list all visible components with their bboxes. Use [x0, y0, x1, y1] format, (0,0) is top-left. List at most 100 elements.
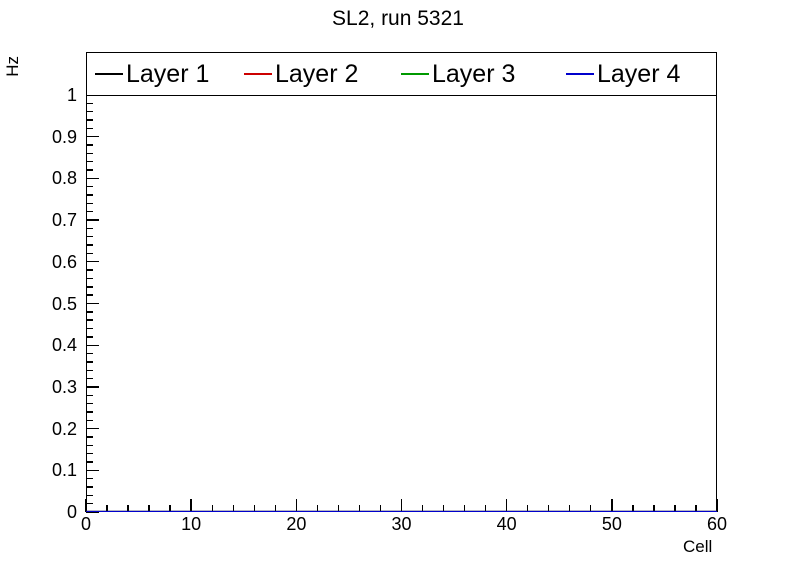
y-axis-tick-label: 0.9	[51, 126, 77, 147]
legend-entry-label: Layer 2	[275, 59, 359, 88]
legend-line-icon	[244, 72, 272, 76]
x-axis-minor-tick	[337, 505, 340, 512]
y-axis-tick-label: 0.6	[51, 251, 77, 272]
x-axis-title: Cell	[683, 537, 713, 556]
x-axis-major-tick	[190, 499, 192, 512]
legend-entry[interactable]: Layer 2	[244, 53, 358, 95]
y-axis-minor-tick	[86, 211, 93, 213]
y-axis-tick-label: 1	[66, 85, 77, 105]
y-axis-major-tick	[86, 177, 99, 180]
y-axis-tick-label: 0.3	[51, 376, 77, 397]
y-axis-tick-label: 0	[66, 502, 77, 522]
y-axis-major-tick	[86, 261, 99, 263]
x-axis-minor-tick	[548, 505, 550, 512]
y-axis-minor-tick	[86, 277, 93, 280]
x-axis-tick-label: 40	[496, 514, 517, 534]
legend-entry-label: Layer 4	[597, 59, 681, 88]
y-axis-minor-tick	[86, 102, 93, 105]
y-axis-minor-tick	[86, 152, 93, 155]
x-axis-major-tick	[505, 499, 508, 512]
x-axis-minor-tick	[127, 505, 129, 512]
y-axis-minor-tick	[86, 502, 93, 505]
x-axis-major-tick	[85, 499, 87, 512]
x-axis-major-tick	[716, 499, 718, 512]
y-axis-minor-tick	[86, 486, 93, 488]
y-axis-minor-tick	[86, 194, 93, 196]
plot-frame	[86, 95, 717, 512]
y-axis-minor-tick	[86, 494, 93, 496]
legend-entry-label: Layer 3	[432, 59, 516, 88]
y-axis-minor-tick	[86, 236, 93, 238]
y-axis-minor-tick	[86, 352, 93, 355]
legend-entry[interactable]: Layer 4	[566, 53, 680, 95]
y-axis-minor-tick	[86, 227, 93, 230]
x-axis-minor-tick	[211, 505, 213, 512]
y-axis-tick-label: 0.4	[51, 335, 77, 356]
y-axis-minor-tick	[86, 269, 93, 271]
legend-entry[interactable]: Layer 3	[401, 53, 515, 95]
x-axis-tick-label: 0	[80, 514, 91, 534]
y-axis-minor-tick	[86, 110, 93, 113]
legend-entry[interactable]: Layer 1	[95, 53, 209, 95]
y-axis-minor-tick	[86, 377, 93, 380]
data-series-area	[86, 95, 717, 512]
y-axis-minor-tick	[86, 461, 93, 463]
legend-line-icon	[401, 72, 429, 76]
y-axis-minor-tick	[86, 186, 93, 188]
x-axis-minor-tick	[274, 505, 276, 512]
y-axis-minor-tick	[86, 477, 93, 480]
x-axis-minor-tick	[442, 505, 445, 512]
x-axis-minor-tick	[632, 505, 634, 512]
y-axis-major-tick	[86, 136, 99, 138]
y-axis-minor-tick	[86, 402, 93, 405]
x-axis-minor-tick	[590, 505, 592, 512]
y-axis-minor-tick	[86, 327, 93, 330]
y-axis-minor-tick	[86, 336, 93, 338]
y-axis-minor-tick	[86, 419, 93, 421]
y-axis-minor-tick	[86, 286, 93, 288]
x-axis-minor-tick	[232, 505, 234, 512]
y-axis-minor-tick	[86, 161, 93, 163]
x-axis-minor-tick	[358, 505, 361, 512]
x-axis-minor-tick	[463, 505, 466, 512]
y-axis-minor-tick	[86, 169, 93, 171]
y-axis-minor-tick	[86, 294, 93, 296]
x-axis-tick-label: 50	[601, 514, 622, 534]
x-axis-major-tick	[611, 499, 613, 512]
x-axis-major-tick	[295, 499, 298, 512]
y-axis-major-tick	[86, 427, 99, 430]
x-axis-minor-tick	[169, 505, 171, 512]
y-axis-minor-tick	[86, 244, 93, 246]
x-axis-tick-label: 10	[181, 514, 202, 534]
legend-entry-label: Layer 1	[126, 59, 210, 88]
legend-box: Layer 1 Layer 2 Layer 3 Layer 4	[86, 52, 717, 96]
y-axis-minor-tick	[86, 411, 93, 413]
legend-line-icon	[566, 72, 594, 76]
y-axis-tick-label: 0.8	[51, 168, 77, 189]
y-axis-tick-label: 0.1	[51, 460, 77, 481]
y-axis-tick-label: 0.5	[51, 293, 77, 314]
y-axis-minor-tick	[86, 369, 93, 371]
y-axis-minor-tick	[86, 319, 93, 321]
x-axis-minor-tick	[653, 505, 655, 512]
x-axis-minor-tick	[527, 505, 529, 512]
x-axis-minor-tick	[316, 505, 319, 512]
y-axis-minor-tick	[86, 202, 93, 205]
series-svg	[86, 510, 717, 512]
y-axis-minor-tick	[86, 127, 93, 130]
x-axis-minor-tick	[379, 505, 382, 512]
x-axis-minor-tick	[674, 505, 676, 512]
y-axis-minor-tick	[86, 436, 93, 438]
y-axis-minor-tick	[86, 394, 93, 396]
y-axis-title-label: Hz	[3, 56, 22, 77]
y-axis-major-tick	[86, 386, 99, 388]
y-axis-major-tick	[86, 219, 99, 221]
x-axis-minor-tick	[148, 505, 150, 512]
x-axis-tick-label: 30	[391, 514, 412, 534]
y-axis-major-tick	[86, 469, 99, 471]
y-axis-title: Hz	[3, 35, 22, 77]
x-axis-minor-tick	[695, 505, 697, 512]
y-axis-tick-label: 0.2	[51, 418, 77, 439]
page-title: SL2, run 5321	[332, 7, 464, 30]
